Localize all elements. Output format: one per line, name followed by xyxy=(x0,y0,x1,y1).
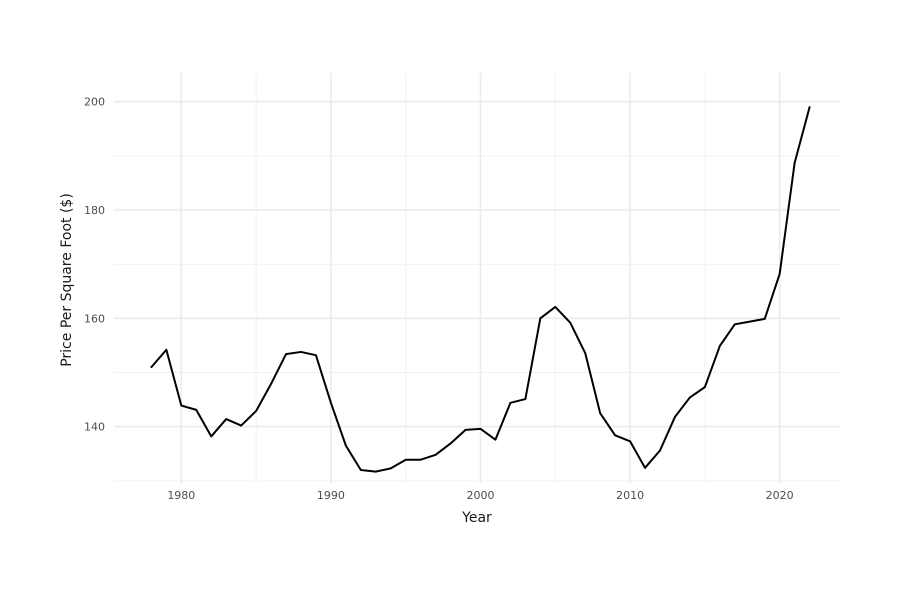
x-tick-label: 1990 xyxy=(317,489,345,502)
minor-gridlines xyxy=(114,73,841,483)
series-layer xyxy=(150,106,811,473)
y-tick-labels: 140 160 180 200 xyxy=(84,96,105,434)
y-tick-label: 140 xyxy=(84,421,105,434)
x-tick-label: 2000 xyxy=(466,489,494,502)
x-tick-label: 2010 xyxy=(616,489,644,502)
y-tick-label: 180 xyxy=(84,204,105,217)
price-series-line xyxy=(150,106,811,473)
x-tick-label: 1980 xyxy=(167,489,195,502)
major-gridlines xyxy=(114,73,841,483)
y-tick-label: 160 xyxy=(84,312,105,325)
y-axis-title: Price Per Square Foot ($) xyxy=(59,193,75,367)
x-axis-title: Year xyxy=(461,510,492,526)
y-tick-label: 200 xyxy=(84,96,105,109)
x-tick-label: 2020 xyxy=(766,489,794,502)
x-tick-labels: 1980 1990 2000 2010 2020 xyxy=(167,489,793,502)
